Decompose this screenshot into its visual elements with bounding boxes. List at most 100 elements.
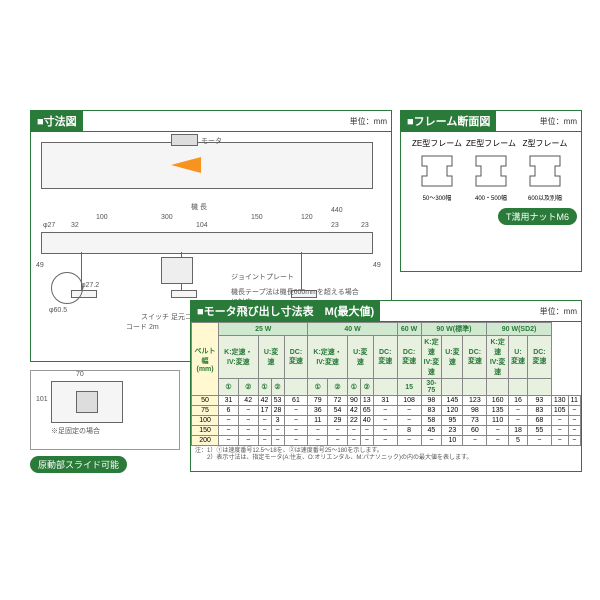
dim-label: 120: [301, 214, 313, 221]
data-cell: 83: [527, 406, 551, 416]
data-cell: 16: [508, 396, 527, 406]
data-cell: −: [360, 436, 373, 446]
col-header: U:変速: [258, 336, 284, 379]
data-cell: 13: [360, 396, 373, 406]
dim-label: 300: [161, 214, 173, 221]
dim-label: 機 長: [191, 202, 207, 212]
data-cell: 42: [238, 396, 258, 406]
data-cell: 160: [487, 396, 509, 406]
belt-cell: 75: [192, 406, 219, 416]
data-cell: −: [397, 416, 421, 426]
data-cell: 73: [463, 416, 487, 426]
data-cell: −: [373, 416, 397, 426]
leg-3: [301, 252, 302, 292]
data-cell: 22: [347, 416, 360, 426]
col-header: K:定速・IV:変速: [219, 336, 258, 379]
data-cell: −: [551, 436, 568, 446]
data-cell: 28: [271, 406, 284, 416]
sub-header: [508, 379, 527, 396]
data-cell: −: [284, 406, 308, 416]
sub-header: ②: [360, 379, 373, 396]
dim-label: 100: [96, 214, 108, 221]
table-note: 2）表示寸法は、指定モータ(A:住友、O:オリエンタル、M:パナソニック)の内の…: [195, 455, 577, 462]
data-cell: 135: [487, 406, 509, 416]
dim-label: φ27: [43, 222, 55, 229]
data-cell: −: [284, 416, 308, 426]
dim-label: 23: [361, 222, 369, 229]
data-cell: −: [347, 426, 360, 436]
data-cell: −: [258, 426, 271, 436]
data-cell: 123: [463, 396, 487, 406]
group-header: 60 W: [397, 323, 421, 336]
data-cell: −: [397, 436, 421, 446]
data-cell: 130: [551, 396, 568, 406]
sub-header: ②: [271, 379, 284, 396]
data-cell: −: [308, 426, 328, 436]
table-header-row: ■モータ飛び出し寸法表 M(最大値) 単位：mm: [191, 301, 581, 322]
data-cell: 145: [442, 396, 463, 406]
dim-label: 49: [373, 262, 381, 269]
data-cell: −: [373, 436, 397, 446]
data-cell: −: [487, 436, 509, 446]
data-cell: −: [347, 436, 360, 446]
data-cell: −: [360, 426, 373, 436]
data-cell: 31: [373, 396, 397, 406]
side-section: 70 101 ※足固定の場合 原動部スライド可能: [30, 370, 180, 470]
dimension-header-row: ■寸法図 単位：mm: [31, 111, 391, 132]
data-cell: 60: [463, 426, 487, 436]
data-cell: −: [219, 416, 239, 426]
sub-header: 30-75: [421, 379, 442, 396]
data-cell: −: [328, 426, 348, 436]
direction-arrow: [171, 157, 201, 173]
table-section: ■モータ飛び出し寸法表 M(最大値) 単位：mm ベルト幅(mm)25 W40 …: [190, 300, 582, 472]
data-cell: 55: [527, 426, 551, 436]
sub-header: [284, 379, 308, 396]
sub-header: ②: [328, 379, 348, 396]
data-cell: −: [308, 436, 328, 446]
data-cell: 8: [397, 426, 421, 436]
data-cell: −: [527, 436, 551, 446]
data-cell: 53: [271, 396, 284, 406]
data-cell: 5: [508, 436, 527, 446]
table-row: 150−−−−−−−−−−8452360−1855−−: [192, 426, 581, 436]
data-cell: 61: [284, 396, 308, 406]
data-cell: −: [551, 416, 568, 426]
data-cell: 31: [219, 396, 239, 406]
data-cell: 105: [551, 406, 568, 416]
data-cell: 54: [328, 406, 348, 416]
data-cell: 18: [508, 426, 527, 436]
sub-header: ①: [347, 379, 360, 396]
table-row: 756−1728−36544265−−8312098135−83105−: [192, 406, 581, 416]
data-cell: 95: [442, 416, 463, 426]
conveyor-top-view: [41, 142, 373, 189]
slide-inner: [76, 391, 98, 413]
data-cell: −: [568, 406, 580, 416]
sub-header: [442, 379, 463, 396]
group-header: 25 W: [219, 323, 308, 336]
sub-header: [463, 379, 487, 396]
col-header: U:変速: [508, 336, 527, 379]
motor-table: ベルト幅(mm)25 W40 W60 W90 W(標準)90 W(SD2)K:定…: [191, 322, 581, 446]
belt-cell: 100: [192, 416, 219, 426]
data-cell: 10: [442, 436, 463, 446]
frame-profile: Z型フレーム600以及別幅: [520, 138, 570, 202]
data-cell: −: [238, 406, 258, 416]
sub-header: [373, 379, 397, 396]
data-cell: −: [568, 416, 580, 426]
sub-header: [527, 379, 551, 396]
data-cell: 90: [347, 396, 360, 406]
slide-badge: 原動部スライド可能: [30, 456, 127, 473]
data-cell: −: [551, 426, 568, 436]
table-row: 100−−−3−11292240−−589573110−68−−: [192, 416, 581, 426]
col-header: K:定速・IV:変速: [308, 336, 347, 379]
data-cell: −: [328, 436, 348, 446]
table-unit: 単位：mm: [540, 306, 581, 317]
data-cell: 120: [442, 406, 463, 416]
col-header: K:定速IV:変速: [421, 336, 442, 379]
data-cell: 68: [527, 416, 551, 426]
data-cell: −: [463, 436, 487, 446]
col-header: DC:変速: [397, 336, 421, 379]
group-header: 90 W(標準): [421, 323, 487, 336]
side-dim: 101: [36, 396, 48, 403]
data-cell: 42: [347, 406, 360, 416]
